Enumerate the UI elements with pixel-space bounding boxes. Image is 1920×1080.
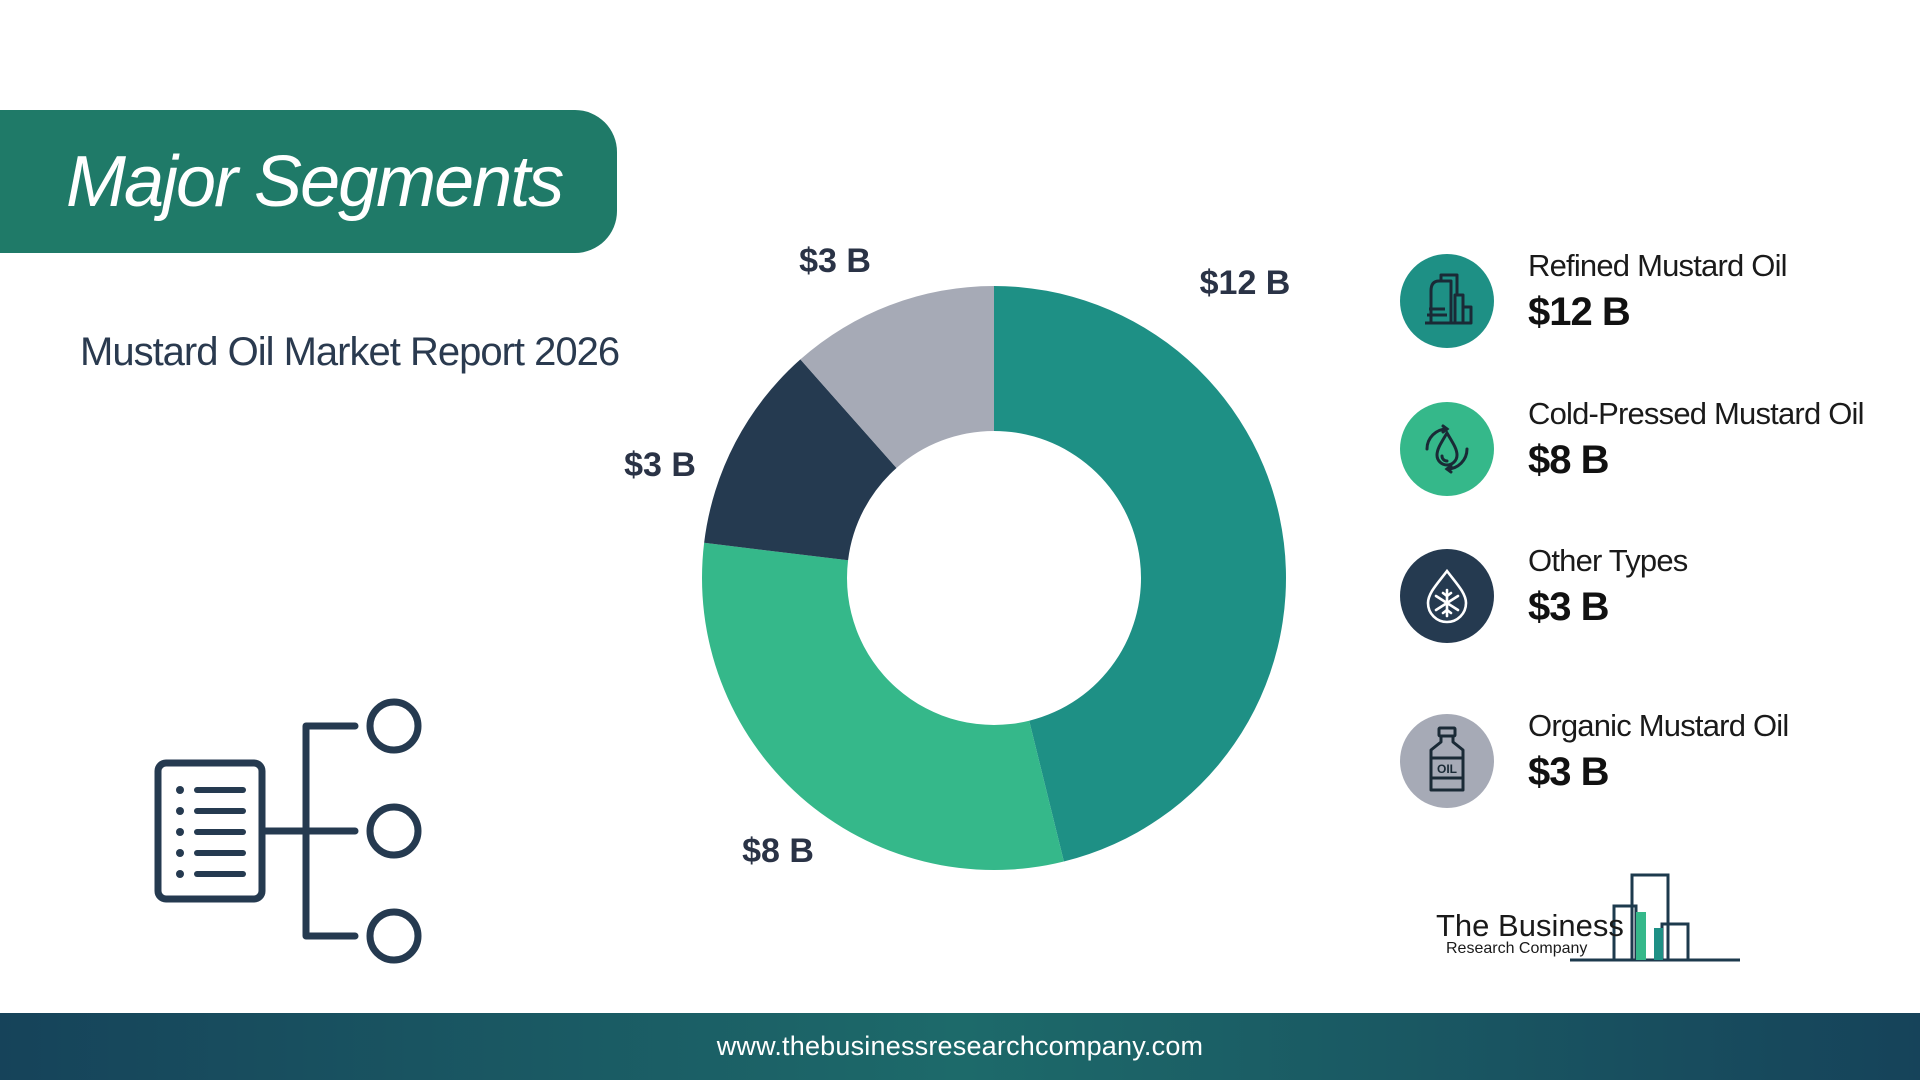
legend-label: Organic Mustard Oil [1528, 708, 1789, 743]
report-subtitle: Mustard Oil Market Report 2026 [80, 330, 620, 374]
logo-text-sub: Research Company [1446, 940, 1588, 957]
oil-bottle-icon: OIL [1400, 714, 1494, 808]
legend-item-other-types: Other Types $3 B [1400, 543, 1900, 643]
legend-value: $3 B [1528, 750, 1609, 794]
svg-text:OIL: OIL [1437, 762, 1457, 776]
legend-label: Refined Mustard Oil [1528, 248, 1788, 283]
segments-icon [154, 698, 422, 964]
title-banner: Major Segments [0, 110, 617, 253]
logo-buildings-icon [1570, 873, 1740, 962]
footer-bar: www.thebusinessresearchcompany.com [0, 1013, 1920, 1080]
donut-slice-3 [704, 359, 897, 561]
donut-slice-2 [702, 542, 1064, 870]
legend-label: Cold-Pressed Mustard Oil [1528, 396, 1865, 431]
legend-value: $3 B [1528, 585, 1609, 629]
logo-text-main: The Business [1436, 908, 1624, 943]
slice-value-label-2: $8 B [742, 832, 814, 870]
legend-label: Other Types [1528, 543, 1688, 578]
legend-item-refined: Refined Mustard Oil $12 B [1400, 248, 1900, 348]
footer-url[interactable]: www.thebusinessresearchcompany.com [716, 1031, 1204, 1061]
slice-value-label-1: $12 B [1200, 264, 1291, 302]
page-title: Major Segments [66, 141, 564, 222]
donut-slice-4 [800, 286, 994, 468]
slice-value-label-4: $3 B [799, 242, 871, 280]
donut-slice-1 [994, 286, 1286, 862]
legend-value: $12 B [1528, 290, 1631, 334]
slice-value-label-3: $3 B [624, 446, 696, 484]
legend-item-cold-pressed: Cold-Pressed Mustard Oil $8 B [1400, 396, 1900, 496]
legend-item-organic: OIL Organic Mustard Oil $3 B [1400, 708, 1900, 808]
snowflake-drop-icon [1400, 549, 1494, 643]
company-logo: The Business Research Company [1436, 870, 1746, 966]
refinery-icon [1400, 254, 1494, 348]
legend-value: $8 B [1528, 438, 1609, 482]
oil-drop-icon [1400, 402, 1494, 496]
